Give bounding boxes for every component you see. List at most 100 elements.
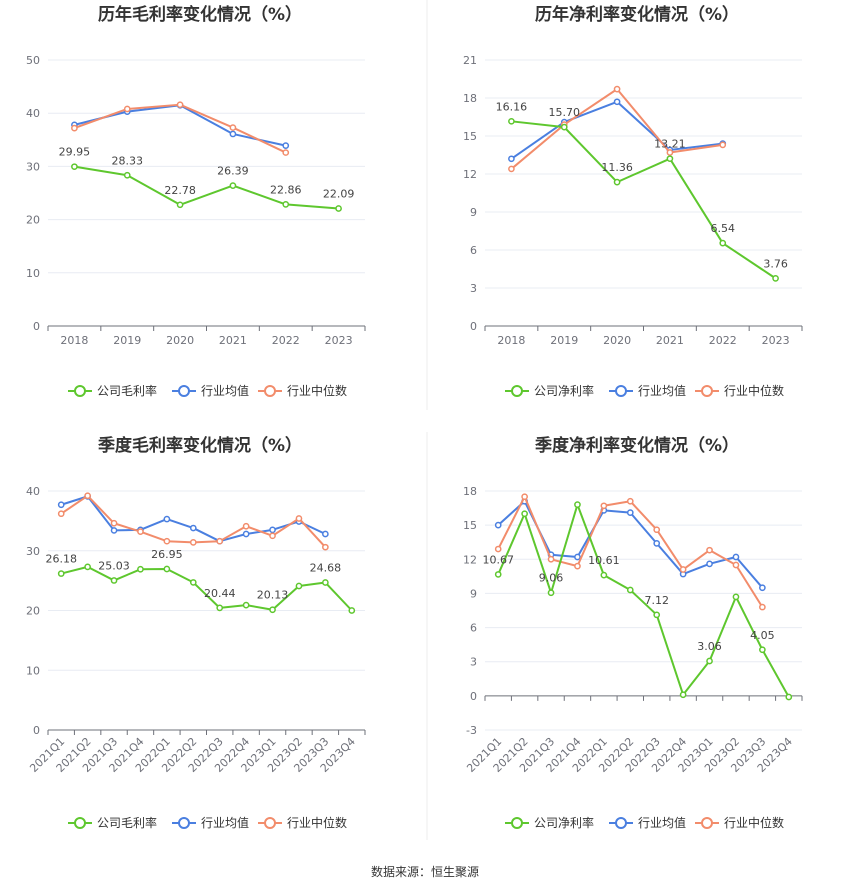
legend-label: 行业均值 bbox=[638, 815, 686, 830]
series-point bbox=[322, 579, 329, 586]
x-tick-label: 2022 bbox=[272, 334, 300, 347]
y-tick-label: 12 bbox=[463, 553, 477, 566]
series-line-0 bbox=[511, 120, 777, 280]
x-tick-label: 2018 bbox=[60, 334, 88, 347]
series-point bbox=[348, 607, 356, 614]
series-point bbox=[216, 604, 224, 612]
series-point bbox=[574, 553, 581, 561]
legend-item-1[interactable]: 行业均值 bbox=[172, 383, 249, 398]
y-tick-label: 9 bbox=[470, 587, 477, 600]
series-point bbox=[123, 171, 131, 179]
series-point bbox=[84, 492, 91, 500]
series-point bbox=[123, 105, 131, 113]
data-label: 26.39 bbox=[217, 165, 249, 178]
y-tick-label: 0 bbox=[33, 320, 40, 333]
series-point bbox=[626, 586, 634, 594]
series-point bbox=[71, 163, 78, 171]
series-point bbox=[57, 570, 65, 577]
legend-label: 行业中位数 bbox=[287, 383, 347, 398]
legend-item-1[interactable]: 行业均值 bbox=[609, 815, 686, 830]
data-label: 15.70 bbox=[549, 106, 581, 119]
series-point bbox=[732, 561, 740, 569]
legend-label: 公司净利率 bbox=[534, 815, 594, 830]
chart-title: 季度净利率变化情况（%） bbox=[535, 435, 739, 456]
series-point bbox=[295, 582, 303, 590]
legend-item-0[interactable]: 公司毛利率 bbox=[68, 815, 157, 830]
legend-label: 公司毛利率 bbox=[97, 815, 157, 830]
series-point bbox=[189, 579, 197, 586]
x-tick-label: 2023 bbox=[762, 334, 790, 347]
data-label: 11.36 bbox=[601, 161, 633, 174]
y-tick-label: 30 bbox=[26, 545, 40, 558]
data-label: 25.03 bbox=[98, 559, 130, 572]
series-point bbox=[229, 130, 237, 138]
legend-marker bbox=[701, 817, 713, 829]
legend-item-1[interactable]: 行业均值 bbox=[172, 815, 249, 830]
series-point bbox=[719, 239, 727, 247]
legend-item-2[interactable]: 行业中位数 bbox=[258, 815, 347, 830]
series-point bbox=[600, 502, 608, 510]
series-line-0 bbox=[60, 565, 353, 612]
series-point bbox=[759, 646, 766, 654]
legend-marker bbox=[178, 385, 190, 397]
data-label: 26.18 bbox=[45, 553, 77, 566]
series-point bbox=[560, 123, 568, 131]
y-tick-label: 15 bbox=[463, 130, 477, 143]
series-point bbox=[706, 657, 713, 665]
legend-item-2[interactable]: 行业中位数 bbox=[695, 383, 784, 398]
legend-label: 行业均值 bbox=[638, 383, 686, 398]
y-tick-label: 40 bbox=[26, 107, 40, 120]
legend-label: 公司毛利率 bbox=[97, 383, 157, 398]
legend-label: 公司净利率 bbox=[534, 383, 594, 398]
legend-item-1[interactable]: 行业均值 bbox=[609, 383, 686, 398]
series-point bbox=[242, 522, 250, 530]
data-label: 22.78 bbox=[164, 184, 196, 197]
data-label: 24.68 bbox=[310, 562, 342, 575]
legend-label: 行业均值 bbox=[201, 815, 249, 830]
series-point bbox=[772, 275, 779, 282]
legend-item-0[interactable]: 公司净利率 bbox=[505, 815, 594, 830]
legend-label: 行业中位数 bbox=[724, 383, 784, 398]
series-point bbox=[521, 493, 528, 501]
series-point bbox=[282, 142, 290, 150]
legend-marker bbox=[511, 817, 523, 829]
legend-item-0[interactable]: 公司毛利率 bbox=[68, 383, 157, 398]
y-tick-label: 50 bbox=[26, 54, 40, 67]
data-label: 10.61 bbox=[588, 554, 620, 567]
series-point bbox=[759, 603, 766, 611]
series-point bbox=[84, 563, 91, 571]
series-point bbox=[163, 537, 171, 545]
series-point bbox=[282, 149, 290, 156]
series-point bbox=[666, 155, 674, 163]
series-point bbox=[242, 530, 250, 538]
series-line-0 bbox=[497, 503, 790, 698]
series-point bbox=[71, 124, 78, 132]
x-tick-label: 2019 bbox=[550, 334, 578, 347]
y-tick-label: 10 bbox=[26, 267, 40, 280]
series-line-1 bbox=[74, 104, 286, 147]
series-point bbox=[706, 560, 713, 568]
series-point bbox=[653, 540, 661, 547]
series-point bbox=[653, 526, 661, 534]
chart-title: 历年净利率变化情况（%） bbox=[535, 4, 739, 25]
x-tick-label: 2023 bbox=[325, 334, 353, 347]
series-point bbox=[137, 528, 144, 535]
y-tick-label: 40 bbox=[26, 485, 40, 498]
series-point bbox=[785, 693, 793, 701]
series-line-2 bbox=[74, 103, 287, 154]
series-point bbox=[759, 584, 766, 592]
legend-item-2[interactable]: 行业中位数 bbox=[695, 815, 784, 830]
data-label: 26.95 bbox=[151, 548, 183, 561]
series-point bbox=[547, 589, 555, 597]
data-source: 数据来源：恒生聚源 bbox=[371, 864, 479, 879]
x-tick-label: 2021 bbox=[656, 334, 684, 347]
legend-item-0[interactable]: 公司净利率 bbox=[505, 383, 594, 398]
series-point bbox=[189, 524, 197, 532]
data-label: 20.13 bbox=[257, 589, 289, 602]
series-point bbox=[613, 178, 621, 186]
series-point bbox=[57, 510, 65, 518]
series-point bbox=[176, 101, 184, 109]
series-point bbox=[282, 201, 290, 208]
chart-quarter-gross: 季度毛利率变化情况（%）0102030402021Q12021Q22021Q32… bbox=[26, 435, 366, 830]
legend-item-2[interactable]: 行业中位数 bbox=[258, 383, 347, 398]
